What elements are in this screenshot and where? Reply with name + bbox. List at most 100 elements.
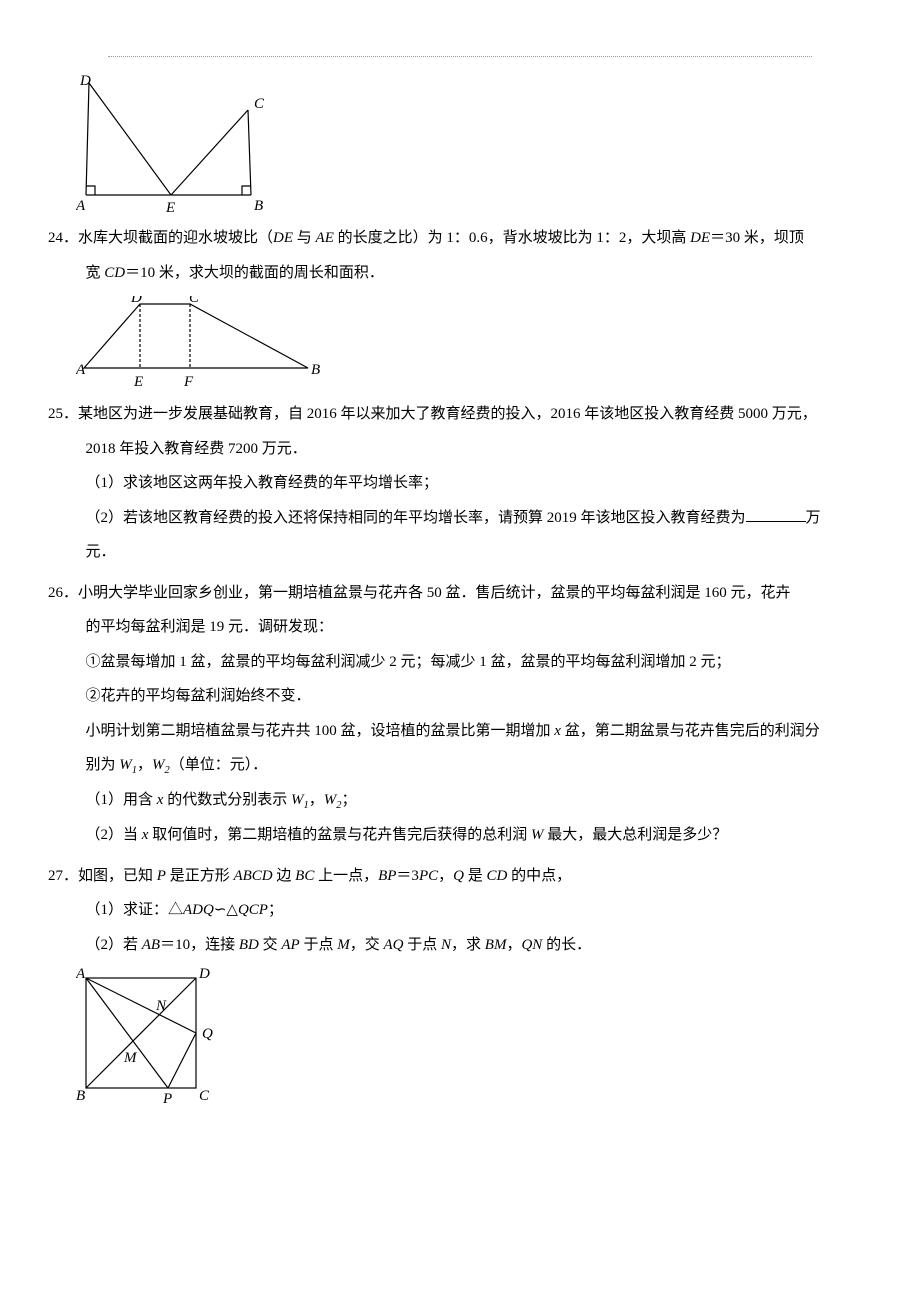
question-24: 24．水库大坝截面的迎水坡坡比（DE 与 AE 的长度之比）为 1：0.6，背水… bbox=[48, 221, 872, 290]
f27-C: C bbox=[199, 1088, 210, 1104]
blank-input[interactable] bbox=[746, 507, 806, 522]
q27-s2d: 于点 bbox=[300, 937, 338, 953]
q27-BP: BP bbox=[378, 868, 396, 884]
q26-W2: W bbox=[152, 757, 165, 773]
fig23-svg: A B C D E bbox=[76, 75, 276, 215]
q27-l1g: 是 bbox=[464, 868, 487, 884]
q27-AB: AB bbox=[142, 937, 160, 953]
q27-s1c: ； bbox=[268, 902, 283, 918]
f24-C: C bbox=[189, 296, 200, 306]
q27-l1h: 的中点， bbox=[507, 868, 571, 884]
q26-l1: 小明大学毕业回家乡创业，第一期培植盆景与花卉各 50 盆．售后统计，盆景的平均每… bbox=[78, 585, 791, 601]
q27-s1b: ∽△ bbox=[214, 902, 238, 918]
q27-N: N bbox=[441, 937, 451, 953]
q26-c2: ②花卉的平均每盆利润始终不变． bbox=[48, 679, 872, 714]
f24-B: B bbox=[311, 362, 320, 378]
q26-x1: x bbox=[554, 723, 561, 739]
q25-l1: 某地区为进一步发展基础教育，自 2016 年以来加大了教育经费的投入，2016 … bbox=[78, 406, 817, 422]
q27-l1e: ＝3 bbox=[396, 868, 419, 884]
q26-s1a: （1）用含 bbox=[86, 792, 157, 808]
q26-num: 26． bbox=[48, 576, 78, 611]
fig27-svg: A D B C P Q M N bbox=[76, 968, 226, 1108]
q27-s2g: ，求 bbox=[451, 937, 485, 953]
q26-s2c: 最大，最大总利润是多少？ bbox=[543, 827, 727, 843]
q27-Q: Q bbox=[453, 868, 464, 884]
f27-N: N bbox=[155, 998, 167, 1014]
f27-D: D bbox=[198, 968, 210, 982]
q24-num: 24． bbox=[48, 221, 78, 256]
q27-AP: AP bbox=[281, 937, 299, 953]
f27-Q: Q bbox=[202, 1026, 213, 1042]
f24-D: D bbox=[130, 296, 142, 306]
q27-l1b: 是正方形 bbox=[166, 868, 234, 884]
q24-t2a: 宽 bbox=[86, 265, 105, 281]
q27-l1c: 边 bbox=[273, 868, 296, 884]
q27-AQ: AQ bbox=[383, 937, 403, 953]
question-27: 27．如图，已知 P 是正方形 ABCD 边 BC 上一点，BP＝3PC，Q 是… bbox=[48, 859, 872, 963]
q26-l3b: 盆，第二期盆景与花卉售完后的利润分 bbox=[561, 723, 820, 739]
q27-s1a: （1）求证：△ bbox=[86, 902, 184, 918]
lbl-E: E bbox=[165, 200, 175, 215]
q24-t1d: ＝30 米，坝顶 bbox=[710, 230, 804, 246]
lbl-A: A bbox=[76, 198, 86, 214]
q27-s2e: ，交 bbox=[350, 937, 384, 953]
q24-DE2: DE bbox=[690, 230, 710, 246]
q27-BM: BM bbox=[485, 937, 507, 953]
q27-CD: CD bbox=[486, 868, 507, 884]
q27-s2b: ＝10，连接 bbox=[160, 937, 239, 953]
q26-l2: 的平均每盆利润是 19 元．调研发现： bbox=[48, 610, 872, 645]
q27-l1a: 如图，已知 bbox=[78, 868, 157, 884]
q27-P: P bbox=[157, 868, 166, 884]
figure-23: A B C D E bbox=[76, 75, 872, 215]
q26-W1: W bbox=[119, 757, 132, 773]
q26-s1b: 的代数式分别表示 bbox=[163, 792, 291, 808]
q27-l1f: ， bbox=[438, 868, 453, 884]
q27-l1d: 上一点， bbox=[314, 868, 378, 884]
figure-27: A D B C P Q M N bbox=[76, 968, 872, 1108]
q24-t2b: ＝10 米，求大坝的截面的周长和面积． bbox=[125, 265, 384, 281]
lbl-B: B bbox=[254, 198, 263, 214]
q26-c1: ①盆景每增加 1 盆，盆景的平均每盆利润减少 2 元；每减少 1 盆，盆景的平均… bbox=[48, 645, 872, 680]
q26-s1d: ； bbox=[341, 792, 356, 808]
q24-DE: DE bbox=[273, 230, 293, 246]
lbl-D: D bbox=[79, 75, 91, 89]
q26-l4b: ， bbox=[137, 757, 152, 773]
q25-num: 25． bbox=[48, 397, 78, 432]
fig24-svg: A B C D E F bbox=[76, 296, 326, 391]
q27-QN: QN bbox=[521, 937, 542, 953]
q26-W: W bbox=[531, 827, 544, 843]
f24-E: E bbox=[133, 374, 143, 390]
q26-l3a: 小明计划第二期培植盆景与花卉共 100 盆，设培植的盆景比第一期增加 bbox=[86, 723, 555, 739]
lbl-C: C bbox=[254, 96, 265, 112]
f27-A: A bbox=[76, 968, 86, 982]
f27-B: B bbox=[76, 1088, 85, 1104]
q26-W1b: W bbox=[291, 792, 304, 808]
q27-num: 27． bbox=[48, 859, 78, 894]
q24-AE: AE bbox=[316, 230, 334, 246]
question-25: 25．某地区为进一步发展基础教育，自 2016 年以来加大了教育经费的投入，20… bbox=[48, 397, 872, 570]
q27-s2c: 交 bbox=[259, 937, 282, 953]
q24-t1c: 的长度之比）为 1：0.6，背水坡坡比为 1：2，大坝高 bbox=[334, 230, 690, 246]
q26-l4a: 别为 bbox=[86, 757, 120, 773]
f27-M: M bbox=[123, 1050, 138, 1066]
q27-BD: BD bbox=[239, 937, 259, 953]
q24-CD: CD bbox=[104, 265, 125, 281]
q27-PC: PC bbox=[419, 868, 438, 884]
q27-ADQ: ADQ bbox=[183, 902, 214, 918]
q25-s2b: 万 bbox=[806, 510, 821, 526]
figure-24: A B C D E F bbox=[76, 296, 872, 391]
q27-s2h: ， bbox=[506, 937, 521, 953]
q27-ABCD: ABCD bbox=[233, 868, 272, 884]
q26-s2a: （2）当 bbox=[86, 827, 142, 843]
page-rule bbox=[108, 56, 812, 57]
q26-s1c: ， bbox=[309, 792, 324, 808]
q27-s2f: 于点 bbox=[403, 937, 441, 953]
q25-s2c: 元． bbox=[48, 535, 872, 570]
q27-s2a: （2）若 bbox=[86, 937, 142, 953]
f24-A: A bbox=[76, 362, 86, 378]
q24-t1b: 与 bbox=[293, 230, 316, 246]
f24-F: F bbox=[183, 374, 194, 390]
q26-l4c: （单位：元）． bbox=[170, 757, 268, 773]
q27-QCP: QCP bbox=[238, 902, 268, 918]
q27-BC: BC bbox=[295, 868, 314, 884]
